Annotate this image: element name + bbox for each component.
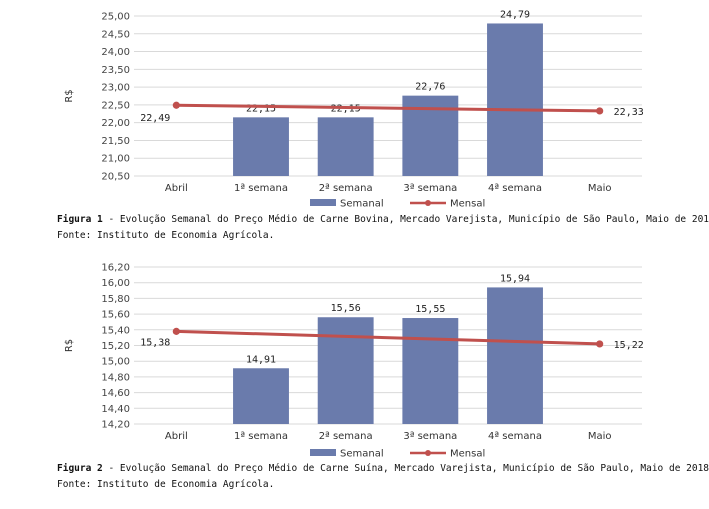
chart-2-line-mensal — [176, 329, 600, 346]
chart-1-line-label: 22,33 — [614, 107, 644, 118]
chart-2-ytick-label: 15,00 — [101, 357, 130, 368]
chart-2-ytick-label: 16,20 — [101, 263, 130, 274]
chart-1-line-point — [172, 101, 180, 109]
chart-1-bar — [487, 23, 543, 176]
chart-2-category-label: Abril — [165, 431, 188, 442]
chart-1-line-point — [596, 107, 604, 115]
chart-2-line-point — [596, 340, 604, 348]
figure-1-caption-label: Figura 1 — [57, 214, 103, 225]
figure-2: 14,20 14,40 14,60 14,80 15,00 15,20 15,40 15,60… — [0, 256, 709, 509]
chart-2-ytick-label: 14,20 — [101, 420, 130, 431]
figure-2-caption: Figura 2 - Evolução Semanal do Preço Méd… — [57, 462, 709, 475]
chart-2-bar-label: 15,94 — [500, 273, 530, 284]
chart-2-bar — [402, 318, 459, 424]
chart-1-legend-semanal-label: Semanal — [340, 199, 384, 210]
chart-1-bar-label: 22,15 — [246, 103, 276, 114]
figure-2-source: Fonte: Instituto de Economia Agrícola. — [57, 479, 275, 490]
chart-2-ytick-label: 15,40 — [101, 325, 130, 336]
chart-1-ytick-label: 21,00 — [101, 154, 130, 165]
chart-2-bar-label: 15,56 — [331, 303, 361, 314]
chart-1-ytick-label: 20,50 — [101, 172, 130, 183]
chart-2-bar — [233, 368, 289, 424]
chart-1-category-label: 1ª semana — [234, 183, 288, 194]
chart-2-ytick-label: 15,60 — [101, 310, 130, 321]
chart-2-bar — [487, 287, 543, 424]
chart-1-ytick-label: 24,50 — [101, 29, 130, 40]
chart-1-ytick-label: 23,50 — [101, 65, 130, 76]
chart-2-legend-mensal-label: Mensal — [450, 449, 485, 460]
figure-1-source: Fonte: Instituto de Economia Agrícola. — [57, 230, 275, 241]
chart-1-line-label: 22,49 — [140, 113, 170, 124]
chart-1-bar-label: 24,79 — [500, 9, 530, 20]
chart-1-category-label: 3ª semana — [403, 183, 457, 194]
chart-1-ytick-label: 22,00 — [101, 118, 130, 129]
chart-1-ytick-label: 22,50 — [101, 100, 130, 111]
chart-2-ytick-label: 15,80 — [101, 294, 130, 305]
chart-2-category-label: 4ª semana — [488, 431, 542, 442]
chart-1-category-label: Abril — [165, 183, 188, 194]
chart-2-bar-label: 14,91 — [246, 354, 276, 365]
figure-1-caption-text: - Evolução Semanal do Preço Médio de Car… — [102, 214, 709, 225]
chart-2-category-label: 1ª semana — [234, 431, 288, 442]
chart-2-ytick-label: 15,20 — [101, 341, 130, 352]
chart-2-category-label: Maio — [588, 431, 612, 442]
chart-1-category-label: 2ª semana — [319, 183, 373, 194]
chart-2-legend-semanal-label: Semanal — [340, 449, 384, 460]
chart-1-ytick-label: 21,50 — [101, 136, 130, 147]
chart-2-legend-semanal-swatch — [310, 449, 336, 456]
chart-2-bar — [317, 317, 374, 424]
chart-1-legend-mensal-marker — [425, 200, 431, 206]
chart-2-line-label: 15,38 — [140, 337, 170, 348]
chart-1-ytick-label: 23,00 — [101, 83, 130, 94]
chart-2-line-point — [172, 327, 180, 335]
chart-2-ytick-label: 14,80 — [101, 372, 130, 383]
chart-1-ytick-label: 25,00 — [101, 12, 130, 23]
figure-1: 20,50 21,00 21,50 22,00 22,50 23,00 23,50 24,00… — [0, 0, 709, 250]
figure-2-caption-label: Figura 2 — [57, 463, 103, 474]
chart-1-ylabel: R$ — [64, 89, 75, 102]
chart-2-ytick-label: 14,60 — [101, 388, 130, 399]
chart-2-bar-label: 15,55 — [415, 304, 445, 315]
chart-1-legend-semanal-swatch — [310, 199, 336, 206]
chart-1-line-mensal — [176, 103, 600, 113]
chart-1-category-label: 4ª semana — [488, 183, 542, 194]
chart-2-category-label: 3ª semana — [403, 431, 457, 442]
chart-2-category-label: 2ª semana — [319, 431, 373, 442]
figure-1-caption: Figura 1 - Evolução Semanal do Preço Méd… — [57, 213, 709, 226]
chart-1-legend-mensal-label: Mensal — [450, 199, 485, 210]
chart-2-line-label: 15,22 — [614, 340, 644, 351]
chart-2-legend-mensal-marker — [425, 450, 431, 456]
chart-1-ytick-label: 24,00 — [101, 47, 130, 58]
chart-2-ytick-label: 16,00 — [101, 278, 130, 289]
chart-1-bar — [317, 117, 374, 176]
chart-1-bar-label: 22,76 — [415, 82, 445, 93]
figure-2-caption-text: - Evolução Semanal do Preço Médio de Car… — [102, 463, 709, 474]
chart-2-ytick-label: 14,40 — [101, 404, 130, 415]
chart-2: 14,20 14,40 14,60 14,80 15,00 15,20 15,40 15,60… — [64, 263, 644, 460]
chart-2-ylabel: R$ — [64, 339, 75, 352]
chart-1-category-label: Maio — [588, 183, 612, 194]
chart-1: 20,50 21,00 21,50 22,00 22,50 23,00 23,50 24,00… — [64, 9, 644, 210]
chart-1-bar — [233, 117, 289, 176]
